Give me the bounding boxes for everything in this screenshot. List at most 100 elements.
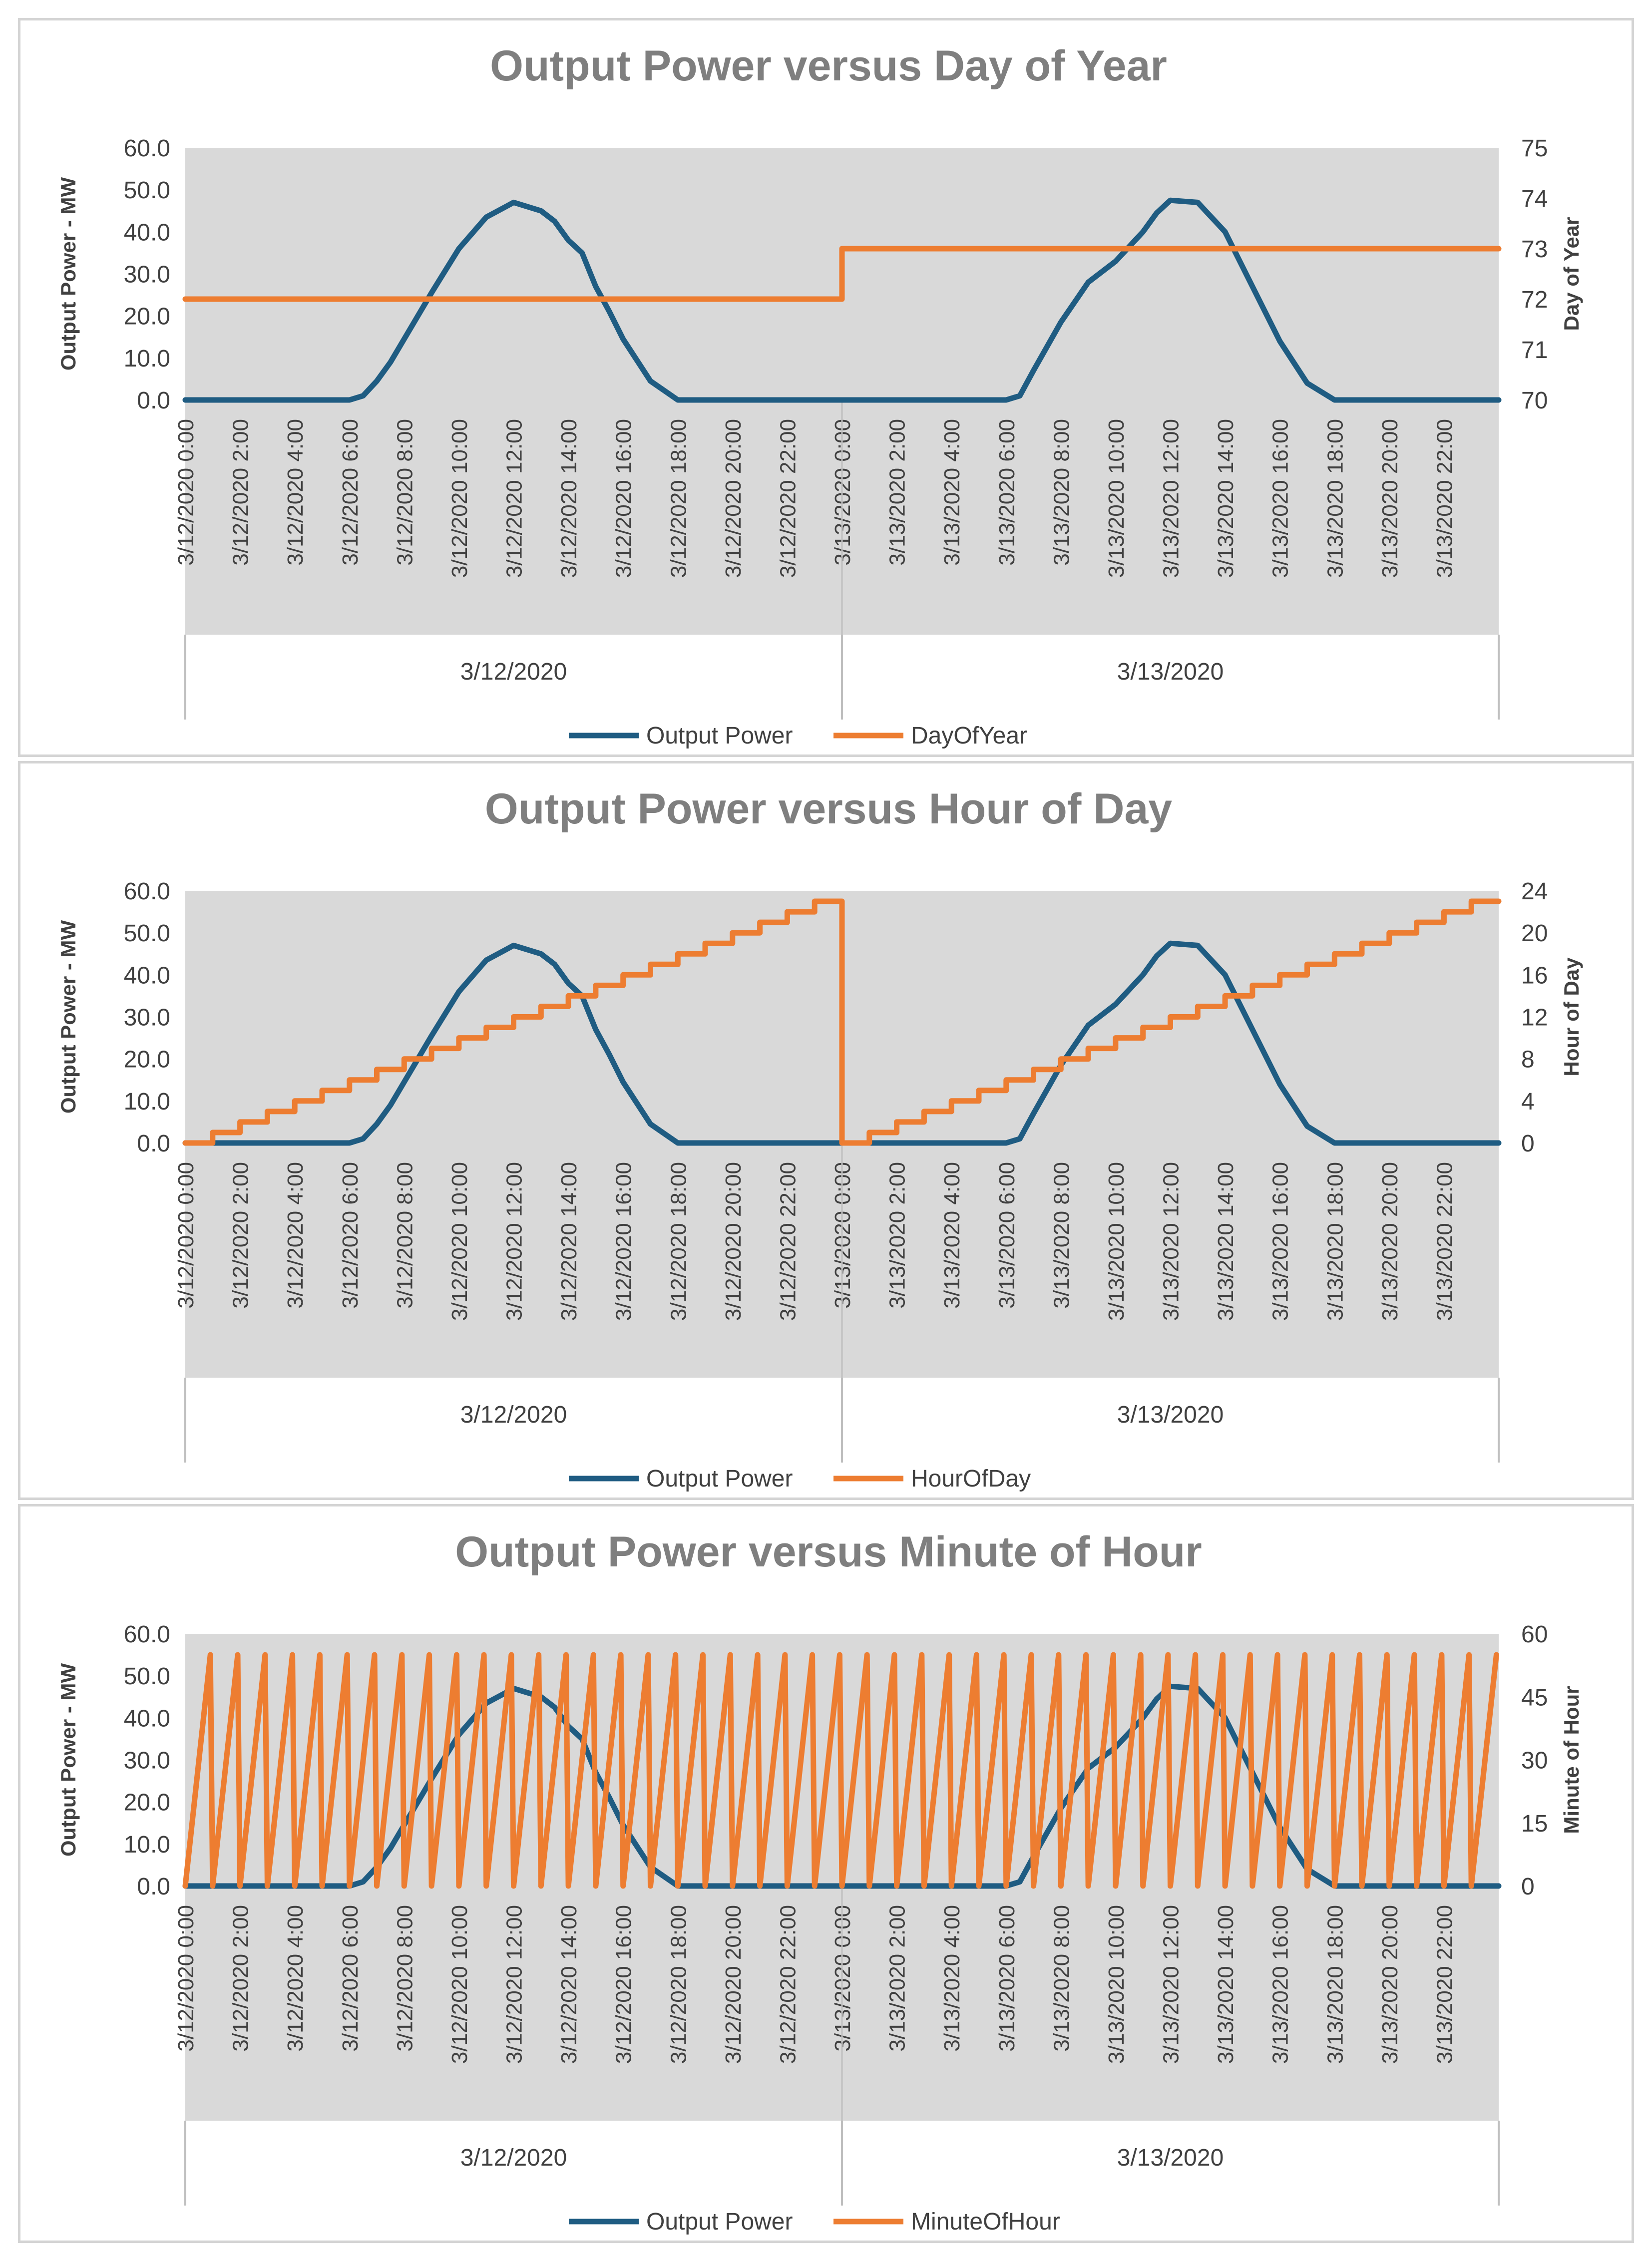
y2-tick-label: 70 (1521, 387, 1548, 414)
y2-tick-label: 0 (1521, 1874, 1535, 1900)
y2-tick-label: 8 (1521, 1047, 1535, 1073)
x-tick-label: 3/13/2020 8:00 (1049, 1905, 1074, 2052)
x-tick-label: 3/12/2020 20:00 (721, 1162, 746, 1321)
y-tick-label: 20.0 (124, 1790, 170, 1816)
x-tick-label: 3/13/2020 2:00 (885, 419, 910, 566)
y-tick-label: 50.0 (124, 1663, 170, 1690)
x-tick-label: 3/12/2020 12:00 (502, 1162, 527, 1321)
x-tick-label: 3/13/2020 2:00 (885, 1162, 910, 1309)
y-axis-title: Output Power - MW (56, 920, 80, 1114)
y-tick-label: 30.0 (124, 1748, 170, 1774)
date-group-label: 3/12/2020 (460, 659, 567, 685)
x-tick-label: 3/12/2020 2:00 (229, 1905, 253, 2052)
x-tick-label: 3/12/2020 4:00 (283, 419, 308, 566)
y2-tick-label: 15 (1521, 1811, 1548, 1837)
x-tick-label: 3/13/2020 6:00 (995, 419, 1019, 566)
chart-title: Output Power versus Minute of Hour (455, 1528, 1202, 1576)
x-tick-label: 3/12/2020 8:00 (393, 419, 417, 566)
chart-svg: Output Power versus Day of Year 0.0 10.0 20… (56, 42, 1583, 749)
x-tick-label: 3/13/2020 4:00 (940, 1162, 964, 1309)
y2-tick-label: 12 (1521, 1005, 1548, 1031)
x-tick-label: 3/12/2020 10:00 (447, 1905, 472, 2064)
x-tick-label: 3/13/2020 20:00 (1378, 1905, 1402, 2064)
chart-panel-day-of-year: Output Power versus Day of Year 0.0 10.0 20… (18, 18, 1634, 757)
chart-svg: Output Power versus Minute of Hour 0.0 10.… (56, 1528, 1583, 2235)
y-axis-title: Output Power - MW (56, 177, 80, 371)
x-tick-label: 3/12/2020 22:00 (776, 1162, 800, 1321)
x-tick-label: 3/13/2020 10:00 (1104, 419, 1129, 578)
y-tick-label: 30.0 (124, 1005, 170, 1031)
x-tick-label: 3/13/2020 14:00 (1214, 419, 1238, 578)
y-tick-label: 20.0 (124, 1047, 170, 1073)
x-tick-label: 3/12/2020 8:00 (393, 1162, 417, 1309)
y2-tick-label: 71 (1521, 337, 1548, 364)
date-group-label: 3/13/2020 (1117, 1402, 1224, 1428)
y-tick-label: 10.0 (124, 1832, 170, 1858)
y2-axis-title: Day of Year (1560, 217, 1583, 331)
y-axis-title: Output Power - MW (56, 1663, 80, 1857)
x-tick-label: 3/12/2020 2:00 (229, 419, 253, 566)
x-tick-label: 3/12/2020 8:00 (393, 1905, 417, 2052)
y-tick-label: 60.0 (124, 878, 170, 905)
y-tick-label: 40.0 (124, 962, 170, 989)
chart-title: Output Power versus Day of Year (490, 42, 1167, 90)
x-tick-label: 3/13/2020 12:00 (1159, 419, 1184, 578)
x-tick-label: 3/13/2020 20:00 (1378, 1162, 1402, 1321)
x-tick-label: 3/12/2020 0:00 (174, 1905, 198, 2052)
y2-tick-label: 74 (1521, 186, 1548, 212)
x-tick-label: 3/13/2020 22:00 (1432, 419, 1457, 578)
y-tick-label: 10.0 (124, 346, 170, 372)
x-tick-label: 3/12/2020 6:00 (338, 419, 363, 566)
x-tick-label: 3/13/2020 2:00 (885, 1905, 910, 2052)
legend-label: Output Power (646, 2209, 793, 2235)
y-tick-label: 0.0 (137, 1874, 170, 1900)
y2-tick-label: 45 (1521, 1684, 1548, 1711)
y2-tick-label: 20 (1521, 920, 1548, 947)
series-line-output-power (182, 1683, 1502, 1889)
x-tick-label: 3/12/2020 0:00 (174, 419, 198, 566)
x-tick-label: 3/12/2020 16:00 (612, 1162, 636, 1321)
y-tick-label: 60.0 (124, 1621, 170, 1648)
x-tick-label: 3/13/2020 6:00 (995, 1162, 1019, 1309)
y-tick-label: 0.0 (137, 1130, 170, 1157)
y-tick-label: 20.0 (124, 304, 170, 330)
x-tick-label: 3/12/2020 16:00 (612, 419, 636, 578)
x-tick-label: 3/13/2020 20:00 (1378, 419, 1402, 578)
chart-panel-hour-of-day: Output Power versus Hour of Day 0.0 10.0 20… (18, 761, 1634, 1500)
series-line-minuteofhour (182, 1652, 1499, 1889)
x-tick-label: 3/13/2020 8:00 (1049, 419, 1074, 566)
date-group-label: 3/13/2020 (1117, 2145, 1224, 2171)
x-tick-label: 3/12/2020 18:00 (666, 1162, 691, 1321)
x-tick-label: 3/13/2020 10:00 (1104, 1162, 1129, 1321)
x-tick-label: 3/13/2020 12:00 (1159, 1162, 1184, 1321)
y-tick-label: 40.0 (124, 219, 170, 246)
x-tick-label: 3/12/2020 18:00 (666, 419, 691, 578)
x-tick-label: 3/12/2020 12:00 (502, 1905, 527, 2064)
x-tick-label: 3/13/2020 18:00 (1323, 1905, 1347, 2064)
legend-label: HourOfDay (911, 1466, 1031, 1492)
legend-label: DayOfYear (911, 723, 1027, 749)
x-tick-label: 3/12/2020 4:00 (283, 1905, 308, 2052)
x-tick-label: 3/13/2020 14:00 (1214, 1162, 1238, 1321)
chart-title: Output Power versus Hour of Day (485, 785, 1172, 833)
y-tick-label: 30.0 (124, 262, 170, 288)
x-tick-label: 3/12/2020 6:00 (338, 1905, 363, 2052)
y2-tick-label: 4 (1521, 1089, 1535, 1115)
x-tick-label: 3/13/2020 18:00 (1323, 1162, 1347, 1321)
x-tick-label: 3/13/2020 22:00 (1432, 1162, 1457, 1321)
y2-tick-label: 0 (1521, 1130, 1535, 1157)
x-tick-label: 3/12/2020 4:00 (283, 1162, 308, 1309)
series-line-output-power (182, 940, 1502, 1146)
legend-label: Output Power (646, 1466, 793, 1492)
x-tick-label: 3/12/2020 10:00 (447, 419, 472, 578)
x-tick-label: 3/13/2020 16:00 (1268, 419, 1293, 578)
y2-axis-title: Minute of Hour (1560, 1686, 1583, 1834)
x-tick-label: 3/12/2020 20:00 (721, 419, 746, 578)
chart-svg: Output Power versus Hour of Day 0.0 10.0 20… (56, 785, 1583, 1492)
x-tick-label: 3/12/2020 12:00 (502, 419, 527, 578)
date-group-label: 3/13/2020 (1117, 659, 1224, 685)
x-tick-label: 3/12/2020 6:00 (338, 1162, 363, 1309)
x-tick-label: 3/13/2020 18:00 (1323, 419, 1347, 578)
x-tick-label: 3/13/2020 16:00 (1268, 1162, 1293, 1321)
x-tick-label: 3/13/2020 4:00 (940, 419, 964, 566)
